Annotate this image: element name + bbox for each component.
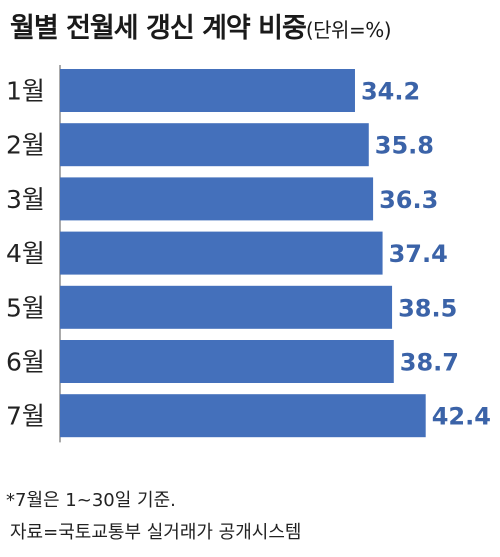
category-label: 7월 (6, 402, 45, 431)
category-label: 6월 (6, 348, 45, 377)
bar (60, 394, 426, 438)
unit-label: (단위=%) (305, 18, 392, 42)
value-label: 34.2 (361, 78, 420, 106)
category-label: 4월 (6, 239, 45, 268)
value-label: 37.4 (389, 240, 448, 268)
source-note: 자료=국토교통부 실거래가 공개시스템 (10, 522, 302, 543)
bars-layer: 1월 34.2 2월 35.8 3월 36.3 4월 37.4 5월 38.5 6월 38.7 7월 42… (6, 69, 491, 438)
bar (60, 285, 393, 329)
value-label: 38.7 (400, 349, 459, 377)
value-label: 42.4 (432, 403, 491, 431)
value-label: 36.3 (379, 186, 438, 214)
footnote: *7월은 1~30일 기준. (6, 490, 176, 511)
bar (60, 340, 394, 383)
chart-title-text: 월별 전월세 갱신 계약 비중 (10, 13, 307, 44)
bar (60, 69, 355, 112)
bar (60, 231, 383, 275)
value-label: 38.5 (398, 294, 457, 322)
category-label: 2월 (6, 131, 45, 160)
bar (60, 123, 369, 167)
chart-title: 월별 전월세 갱신 계약 비중(단위=%) (10, 6, 392, 45)
bar (60, 177, 374, 221)
category-label: 3월 (6, 185, 45, 214)
category-label: 5월 (6, 293, 45, 322)
value-label: 35.8 (375, 132, 434, 160)
category-label: 1월 (6, 77, 45, 106)
